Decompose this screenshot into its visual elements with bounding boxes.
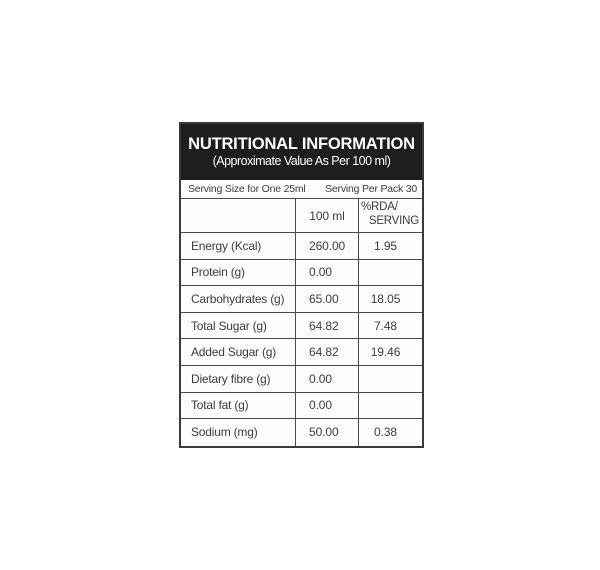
table-subtitle: (Approximate Value As Per 100 ml) [212,154,391,168]
row-label: Total Sugar (g) [191,318,267,333]
table-row-total-sugar: Total Sugar (g) 64.82 7.48 [181,312,422,340]
column-header-row: 100 ml %RDA/ SERVING [181,199,422,233]
row-value-rda [358,259,422,286]
table-row-total-fat: Total fat (g) 0.00 [181,392,422,420]
table-row-energy: Energy (Kcal) 260.00 1.95 [181,233,422,260]
row-value-rda: 19.46 [358,339,422,365]
table-row-protein: Protein (g) 0.00 [181,259,422,287]
row-label: Sodium (mg) [191,425,258,440]
table-row-added-sugar: Added Sugar (g) 64.82 19.46 [181,339,422,366]
serving-row: Serving Size for One 25ml Serving Per Pa… [181,180,422,199]
row-value-100ml: 0.00 [295,365,358,392]
row-value-100ml: 65.00 [295,286,358,312]
rda-header-line2: SERVING [368,214,419,227]
row-label: Dietary fibre (g) [191,371,271,386]
table-title: NUTRITIONAL INFORMATION [188,135,415,153]
row-value-rda: 1.95 [358,233,422,259]
table-row-sodium: Sodium (mg) 50.00 0.38 [181,419,422,446]
row-value-rda [358,392,422,419]
column-header-100ml: 100 ml [295,199,358,232]
row-value-rda: 0.38 [358,419,422,446]
serving-size-text: Serving Size for One 25ml [188,182,306,195]
rda-header-line1: %RDA/ [361,201,398,213]
row-label: Energy (Kcal) [191,238,262,253]
row-value-100ml: 0.00 [295,392,358,419]
column-header-empty [181,199,295,232]
row-label: Protein (g) [191,265,245,280]
row-value-rda [358,365,422,392]
row-value-100ml: 260.00 [295,233,358,259]
row-value-100ml: 64.82 [295,339,358,365]
row-value-100ml: 50.00 [295,419,358,446]
table-header: NUTRITIONAL INFORMATION (Approximate Val… [181,124,422,180]
row-label: Total fat (g) [191,398,249,413]
row-value-rda: 18.05 [358,286,422,312]
table-row-dietary-fibre: Dietary fibre (g) 0.00 [181,365,422,393]
row-value-100ml: 0.00 [295,259,358,286]
serving-per-pack-text: Serving Per Pack 30 [325,182,417,195]
row-label: Carbohydrates (g) [191,291,285,306]
nutrition-table: NUTRITIONAL INFORMATION (Approximate Val… [179,122,424,448]
row-label: Added Sugar (g) [191,345,277,360]
column-header-rda: %RDA/ SERVING [358,199,422,232]
row-value-rda: 7.48 [358,312,422,339]
table-row-carbohydrates: Carbohydrates (g) 65.00 18.05 [181,286,422,313]
row-value-100ml: 64.82 [295,312,358,339]
